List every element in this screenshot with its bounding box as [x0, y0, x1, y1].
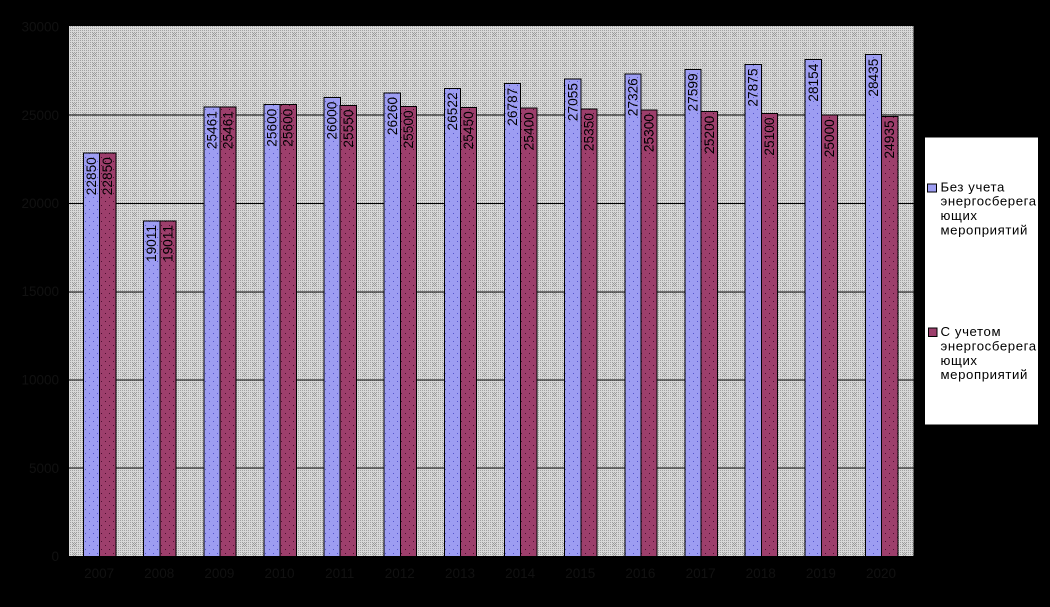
svg-text:25300: 25300	[642, 114, 657, 152]
svg-text:25100: 25100	[762, 117, 777, 155]
svg-text:мероприятий: мероприятий	[941, 223, 1028, 238]
svg-text:25550: 25550	[341, 109, 356, 147]
svg-text:28154: 28154	[806, 63, 821, 101]
svg-text:0: 0	[51, 549, 59, 564]
svg-text:2020: 2020	[866, 566, 896, 581]
svg-text:2008: 2008	[144, 566, 174, 581]
svg-text:22850: 22850	[100, 157, 115, 195]
svg-text:30000: 30000	[21, 20, 59, 35]
svg-text:энергосберега: энергосберега	[941, 194, 1037, 209]
svg-text:15000: 15000	[21, 284, 59, 299]
svg-text:19011: 19011	[160, 225, 175, 262]
svg-text:Без учета: Без учета	[941, 179, 1005, 194]
svg-text:25450: 25450	[461, 111, 476, 149]
svg-text:27055: 27055	[565, 83, 580, 121]
svg-text:2016: 2016	[625, 566, 655, 581]
svg-text:25000: 25000	[21, 108, 59, 123]
svg-text:26000: 26000	[325, 101, 340, 139]
svg-text:19011: 19011	[144, 225, 159, 262]
svg-text:26260: 26260	[385, 97, 400, 135]
svg-text:2017: 2017	[686, 566, 716, 581]
svg-text:энергосберега: энергосберега	[941, 338, 1037, 353]
svg-text:27875: 27875	[746, 68, 761, 106]
svg-text:26787: 26787	[505, 88, 520, 126]
svg-text:25600: 25600	[281, 108, 296, 146]
svg-text:ющих: ющих	[941, 208, 978, 223]
svg-text:2007: 2007	[84, 566, 114, 581]
svg-text:2013: 2013	[445, 566, 475, 581]
svg-text:24935: 24935	[882, 120, 897, 158]
svg-text:С учетом: С учетом	[941, 324, 1002, 339]
svg-text:22850: 22850	[84, 157, 99, 195]
svg-text:ющих: ющих	[941, 353, 978, 368]
svg-text:2010: 2010	[264, 566, 294, 581]
svg-text:25600: 25600	[265, 108, 280, 146]
svg-text:10000: 10000	[21, 373, 59, 388]
svg-text:25200: 25200	[702, 115, 717, 153]
svg-text:2019: 2019	[806, 566, 836, 581]
svg-text:2015: 2015	[565, 566, 595, 581]
svg-text:2014: 2014	[505, 566, 536, 581]
svg-text:2012: 2012	[385, 566, 415, 581]
svg-text:2011: 2011	[325, 566, 354, 581]
svg-text:25350: 25350	[582, 113, 597, 151]
svg-text:26522: 26522	[445, 92, 460, 130]
svg-text:5000: 5000	[29, 461, 59, 476]
svg-text:25461: 25461	[221, 111, 236, 149]
svg-text:27326: 27326	[625, 78, 640, 116]
svg-text:20000: 20000	[21, 196, 59, 211]
svg-text:25461: 25461	[204, 111, 219, 149]
svg-text:25500: 25500	[401, 110, 416, 148]
svg-text:27599: 27599	[686, 73, 701, 111]
svg-text:2009: 2009	[204, 566, 234, 581]
svg-text:2018: 2018	[746, 566, 776, 581]
svg-text:25000: 25000	[822, 119, 837, 157]
svg-text:28435: 28435	[866, 58, 881, 96]
svg-text:25400: 25400	[521, 112, 536, 150]
svg-text:мероприятий: мероприятий	[941, 367, 1028, 382]
